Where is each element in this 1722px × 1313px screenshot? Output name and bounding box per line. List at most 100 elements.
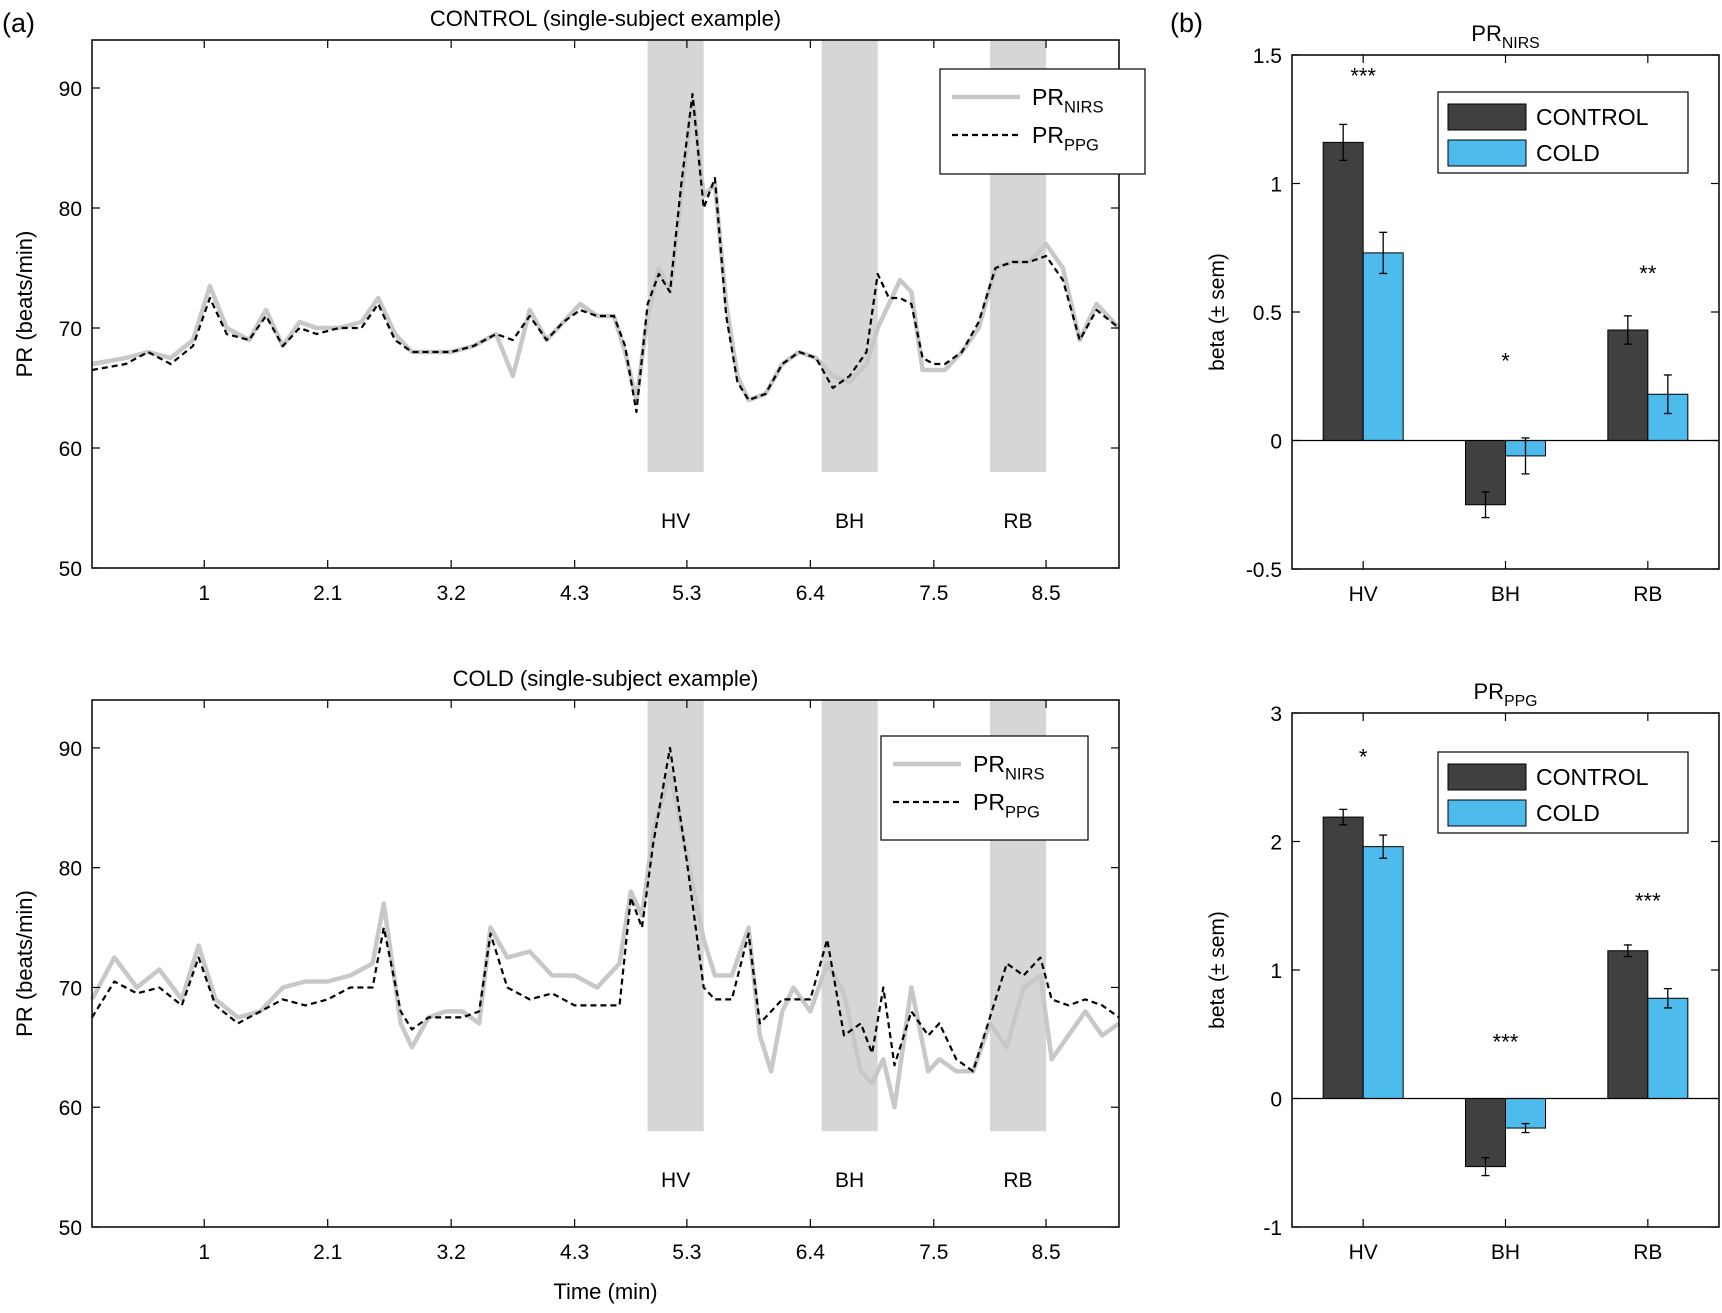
legend-label-control: CONTROL [1536, 104, 1649, 130]
significance-marker: *** [1635, 888, 1661, 913]
y-tick-label: 80 [59, 198, 82, 221]
significance-marker: *** [1350, 63, 1376, 88]
y-axis-label: PR (beats/min) [12, 890, 37, 1037]
panel-label-b: (b) [1170, 8, 1203, 38]
shaded-band-bh [821, 40, 878, 472]
x-tick-label: 4.3 [560, 582, 589, 605]
legend-box [939, 68, 1146, 175]
x-tick-label: 5.3 [672, 1241, 701, 1264]
bar-control-rb [1607, 950, 1649, 1099]
x-tick-label: 1 [198, 1241, 210, 1264]
x-tick-label: 2.1 [313, 1241, 342, 1264]
cold-time-series-chart: HV BH RB 1 2.1 3.2 4.3 5.3 6.4 7.5 8.5 50 60 70 80 90 CO… [12, 666, 1121, 1304]
y-tick-label: 3 [1270, 703, 1282, 726]
band-label-hv: HV [661, 510, 690, 533]
x-tick-label: 1 [198, 582, 210, 605]
axes-box [91, 699, 1120, 1228]
x-tick-label: RB [1633, 583, 1662, 606]
y-tick-label: 0 [1270, 431, 1282, 454]
y-tick-label: 90 [59, 738, 82, 761]
x-axis-label: Time (min) [553, 1279, 657, 1304]
legend-box [880, 735, 1089, 841]
x-tick-label: 3.2 [437, 582, 466, 605]
series-line-ppg [91, 92, 1120, 414]
bar-control-bh [1465, 1098, 1506, 1168]
y-tick-label: 60 [59, 438, 82, 461]
y-tick-label: 1.5 [1253, 45, 1282, 68]
band-label-rb: RB [1003, 510, 1032, 533]
x-tick-label: 3.2 [437, 1241, 466, 1264]
chart-title: PRPPG [1474, 679, 1538, 710]
ppg-beta-bar-chart: * HV *** BH *** RB -1 0 1 2 3 PRPPG beta (± sem) CONT… [1206, 679, 1720, 1264]
series-line-nirs [90, 769, 1121, 1110]
y-axis-label: beta (± sem) [1206, 911, 1229, 1029]
significance-marker: * [1359, 744, 1368, 769]
y-tick-label: 0 [1270, 1089, 1282, 1112]
y-tick-label: 1 [1270, 960, 1282, 983]
bar-control-rb [1607, 329, 1649, 441]
legend-swatch-control [1447, 103, 1527, 131]
legend-label-ppg: PRPPG [1032, 122, 1099, 154]
bar-cold-hv [1362, 846, 1404, 1100]
y-tick-label: 0.5 [1253, 302, 1282, 325]
x-tick-label: HV [1349, 583, 1378, 606]
x-tick-label: RB [1633, 1241, 1662, 1264]
panel-label-a: (a) [2, 8, 35, 38]
significance-marker: ** [1639, 261, 1657, 286]
y-tick-label: 50 [59, 1217, 82, 1240]
legend-label-nirs: PRNIRS [1032, 84, 1104, 116]
y-tick-label: 70 [59, 318, 82, 341]
shaded-band-hv [647, 700, 704, 1132]
bar-control-hv [1322, 816, 1364, 1100]
chart-title: CONTROL (single-subject example) [430, 6, 781, 31]
significance-marker: * [1501, 349, 1510, 374]
bar-control-hv [1322, 141, 1364, 441]
band-label-hv: HV [661, 1169, 690, 1192]
series-line-nirs [91, 97, 1121, 403]
y-axis-label: PR (beats/min) [12, 231, 37, 378]
legend-label-nirs: PRNIRS [973, 751, 1045, 783]
y-tick-label: 70 [59, 977, 82, 1000]
y-tick-label: -1 [1263, 1217, 1282, 1240]
x-tick-label: 4.3 [560, 1241, 589, 1264]
chart-title: PRNIRS [1471, 21, 1539, 52]
bar-cold-hv [1362, 252, 1404, 441]
x-tick-label: 7.5 [919, 1241, 948, 1264]
y-tick-label: 90 [59, 78, 82, 101]
bar-cold-rb [1647, 997, 1689, 1100]
x-tick-label: 2.1 [313, 582, 342, 605]
chart-title: COLD (single-subject example) [453, 666, 759, 691]
axes-box [91, 39, 1120, 569]
x-tick-label: 6.4 [796, 582, 826, 605]
legend-label-ppg: PRPPG [973, 789, 1040, 821]
x-tick-label: 6.4 [796, 1241, 826, 1264]
legend-label-cold: COLD [1536, 140, 1600, 166]
band-label-bh: BH [835, 1169, 864, 1192]
significance-marker: *** [1493, 1030, 1519, 1055]
x-tick-label: 8.5 [1031, 1241, 1060, 1264]
x-tick-label: 7.5 [919, 582, 948, 605]
x-tick-label: BH [1491, 583, 1520, 606]
legend-label-control: CONTROL [1536, 764, 1649, 790]
legend-label-cold: COLD [1536, 800, 1600, 826]
y-tick-label: 60 [59, 1097, 82, 1120]
y-tick-label: 50 [59, 558, 82, 581]
x-tick-label: HV [1349, 1241, 1378, 1264]
series-line-ppg [91, 746, 1120, 1073]
legend-swatch-control [1447, 763, 1527, 791]
shaded-band-bh [821, 700, 878, 1132]
x-tick-label: BH [1491, 1241, 1520, 1264]
x-tick-label: 5.3 [672, 582, 701, 605]
x-tick-label: 8.5 [1031, 582, 1060, 605]
legend-swatch-cold [1447, 139, 1527, 167]
y-axis-label: beta (± sem) [1206, 253, 1229, 371]
y-tick-label: 1 [1270, 174, 1282, 197]
y-tick-label: 2 [1270, 832, 1282, 855]
legend-swatch-cold [1447, 799, 1527, 827]
band-label-bh: BH [835, 510, 864, 533]
nirs-beta-bar-chart: *** HV * BH ** RB -0.5 0 0.5 1 1.5 PRNIRS beta (± se… [1206, 21, 1720, 606]
band-label-rb: RB [1003, 1169, 1032, 1192]
y-tick-label: -0.5 [1246, 559, 1282, 582]
control-time-series-chart: HV BH RB 1 2.1 3.2 4.3 5.3 6.4 7.5 8.5 50 60 70 80 90 CO… [12, 6, 1146, 605]
